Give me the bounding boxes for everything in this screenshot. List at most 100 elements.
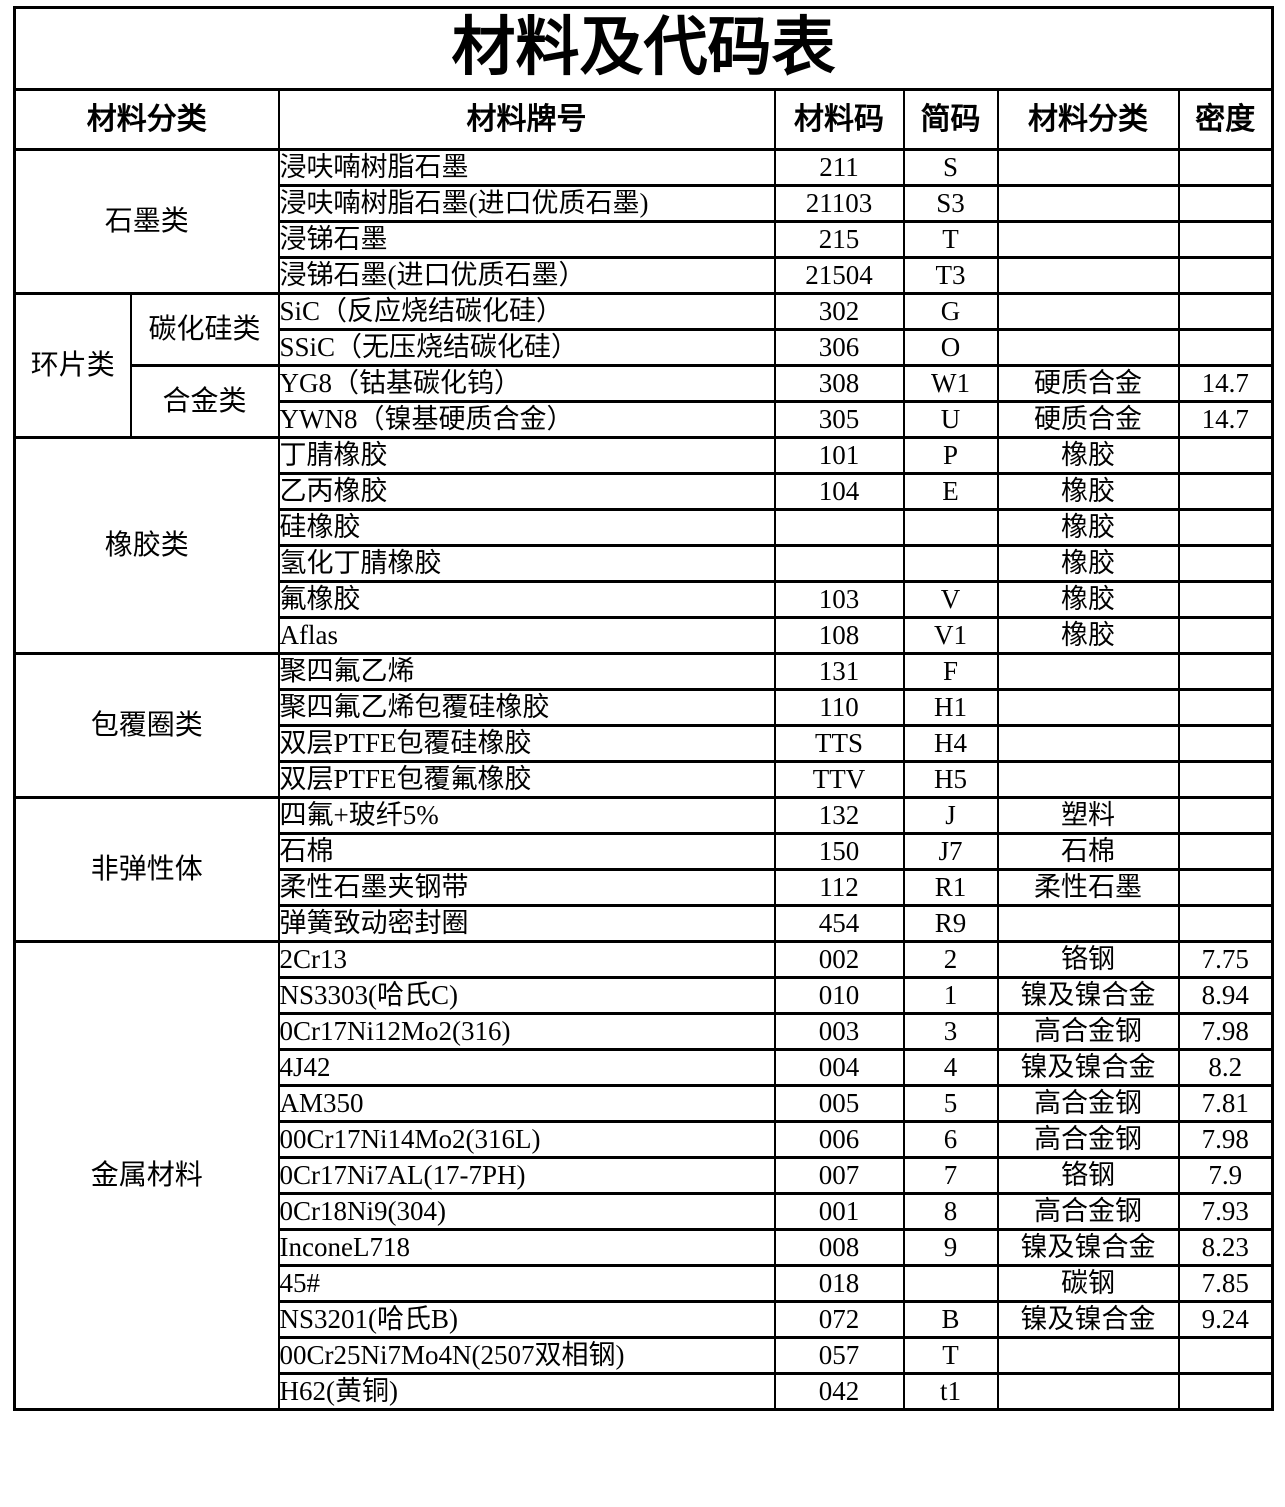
material-class-cell: 高合金钢 xyxy=(996,1120,1180,1159)
table-row: NS3201(哈氏B) 072 B 镍及镍合金 9.24 xyxy=(15,1300,1275,1339)
material-grade-cell: H62(黄铜) xyxy=(277,1372,776,1411)
material-grade-cell: 00Cr17Ni14Mo2(316L) xyxy=(277,1120,776,1159)
density-cell: 8.23 xyxy=(1177,1228,1275,1267)
density-cell: 7.75 xyxy=(1177,940,1275,979)
material-grade-cell: 浸锑石墨 xyxy=(277,220,776,259)
material-class-cell: 橡胶 xyxy=(996,436,1180,475)
material-class-cell: 石棉 xyxy=(996,832,1180,871)
density-cell xyxy=(1177,904,1275,943)
material-code-cell: TTS xyxy=(773,724,905,763)
material-code-cell xyxy=(773,544,905,583)
material-class-cell: 铬钢 xyxy=(996,1156,1180,1195)
density-cell: 8.2 xyxy=(1177,1048,1275,1087)
density-cell xyxy=(1177,688,1275,727)
material-code-cell: 006 xyxy=(773,1120,905,1159)
density-cell xyxy=(1177,760,1275,799)
table-row: H62(黄铜) 042 t1 xyxy=(15,1372,1275,1411)
material-code-cell: 007 xyxy=(773,1156,905,1195)
material-code-cell: TTV xyxy=(773,760,905,799)
material-class-cell: 镍及镍合金 xyxy=(996,1300,1180,1339)
material-code-cell: 004 xyxy=(773,1048,905,1087)
material-grade-cell: NS3303(哈氏C) xyxy=(277,976,776,1015)
table-row: 弹簧致动密封圈 454 R9 xyxy=(15,904,1275,943)
density-cell xyxy=(1177,184,1275,223)
density-cell xyxy=(1177,724,1275,763)
material-grade-cell: AM350 xyxy=(277,1084,776,1123)
table-row: SSiC（无压烧结碳化硅） 306 O xyxy=(15,328,1275,367)
material-class-cell xyxy=(996,292,1180,331)
density-cell: 8.94 xyxy=(1177,976,1275,1015)
material-code-cell: 21103 xyxy=(773,184,905,223)
material-class-cell xyxy=(996,328,1180,367)
material-grade-cell: SiC（反应烧结碳化硅） xyxy=(277,292,776,331)
material-code-cell: 211 xyxy=(773,148,905,187)
header-category: 材料分类 xyxy=(13,88,280,151)
material-grade-cell: 四氟+玻纤5% xyxy=(277,796,776,835)
material-grade-cell: 双层PTFE包覆氟橡胶 xyxy=(277,760,776,799)
density-cell: 14.7 xyxy=(1177,400,1275,439)
material-class-cell: 橡胶 xyxy=(996,616,1180,655)
density-cell: 14.7 xyxy=(1177,364,1275,403)
density-cell: 7.93 xyxy=(1177,1192,1275,1231)
density-cell xyxy=(1177,472,1275,511)
density-cell: 7.9 xyxy=(1177,1156,1275,1195)
material-class-cell: 橡胶 xyxy=(996,580,1180,619)
material-code-cell: 072 xyxy=(773,1300,905,1339)
short-code-cell: V1 xyxy=(902,616,999,655)
short-code-cell: S xyxy=(902,148,999,187)
material-grade-cell: 乙丙橡胶 xyxy=(277,472,776,511)
material-code-cell: 003 xyxy=(773,1012,905,1051)
short-code-cell: P xyxy=(902,436,999,475)
material-code-cell: 150 xyxy=(773,832,905,871)
density-cell xyxy=(1177,1372,1275,1411)
short-code-cell: R1 xyxy=(902,868,999,907)
table-row: 橡胶类 丁腈橡胶 101 P 橡胶 xyxy=(13,436,1275,655)
short-code-cell: H1 xyxy=(902,688,999,727)
short-code-cell: E xyxy=(902,472,999,511)
material-grade-cell: YG8（钴基碳化钨） xyxy=(277,364,776,403)
density-cell xyxy=(1177,436,1275,475)
category-cell: 橡胶类 xyxy=(13,436,280,655)
material-code-cell: 001 xyxy=(773,1192,905,1231)
table-row: 浸锑石墨(进口优质石墨） 21504 T3 xyxy=(15,256,1275,295)
short-code-cell: F xyxy=(902,652,999,691)
material-code-cell: 018 xyxy=(773,1264,905,1303)
material-class-cell xyxy=(996,1336,1180,1375)
category-cell: 包覆圈类 xyxy=(13,652,280,799)
category-cell: 环片类 xyxy=(13,292,132,439)
header-short-code: 简码 xyxy=(902,88,999,151)
table-row: 浸呋喃树脂石墨(进口优质石墨) 21103 S3 xyxy=(15,184,1275,223)
table-row: NS3303(哈氏C) 010 1 镍及镍合金 8.94 xyxy=(15,976,1275,1015)
material-class-cell: 柔性石墨 xyxy=(996,868,1180,907)
material-code-cell: 112 xyxy=(773,868,905,907)
density-cell xyxy=(1177,544,1275,583)
table-row: 包覆圈类 聚四氟乙烯 131 F xyxy=(13,652,1275,799)
table-row: 非弹性体 四氟+玻纤5% 132 J 塑料 xyxy=(13,796,1275,943)
material-code-cell: 21504 xyxy=(773,256,905,295)
material-class-cell: 镍及镍合金 xyxy=(996,1048,1180,1087)
material-class-cell: 铬钢 xyxy=(996,940,1180,979)
short-code-cell: S3 xyxy=(902,184,999,223)
density-cell: 7.98 xyxy=(1177,1120,1275,1159)
short-code-cell: t1 xyxy=(902,1372,999,1411)
material-class-cell xyxy=(996,148,1180,187)
material-grade-cell: InconeL718 xyxy=(277,1228,776,1267)
category-cell: 金属材料 xyxy=(13,940,280,1411)
table-title: 材料及代码表 xyxy=(12,6,1275,91)
short-code-cell: T xyxy=(902,1336,999,1375)
density-cell xyxy=(1177,832,1275,871)
short-code-cell: T xyxy=(902,220,999,259)
header-material-class: 材料分类 xyxy=(996,88,1180,151)
density-cell xyxy=(1177,616,1275,655)
subcategory-cell: 碳化硅类 xyxy=(129,292,280,367)
density-cell: 7.85 xyxy=(1177,1264,1275,1303)
table-row: 0Cr17Ni7AL(17-7PH) 007 7 铬钢 7.9 xyxy=(15,1156,1275,1195)
table-row: YWN8（镍基硬质合金） 305 U 硬质合金 14.7 xyxy=(15,400,1275,439)
short-code-cell: U xyxy=(902,400,999,439)
short-code-cell: O xyxy=(902,328,999,367)
short-code-cell: J7 xyxy=(902,832,999,871)
material-grade-cell: 00Cr25Ni7Mo4N(2507双相钢) xyxy=(277,1336,776,1375)
header-material-code: 材料码 xyxy=(773,88,905,151)
material-grade-cell: 浸呋喃树脂石墨 xyxy=(277,148,776,187)
material-grade-cell: 弹簧致动密封圈 xyxy=(277,904,776,943)
